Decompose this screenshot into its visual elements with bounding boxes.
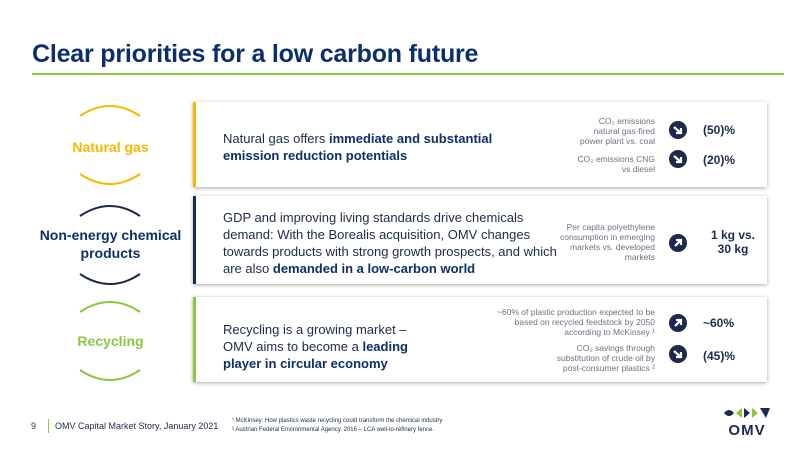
card-text-bold: demanded in a low-carbon world [272,261,476,276]
category-label: Non-energy chemical products [39,227,182,261]
accent-bar [193,297,196,382]
bracket-arcs-icon [79,205,141,285]
arc-label-chemicals: Non-energy chemical products [38,196,183,292]
page-title: Clear priorities for a low carbon future [32,40,479,68]
arrow-down-icon [669,345,687,363]
card-text-bold: immediate and substantial emission reduc… [223,131,493,163]
stat-value: (20)% [703,153,736,167]
arrow-down-icon [669,150,687,168]
stat-item: CO₂ savings through substitution of crud… [193,341,767,375]
bracket-arcs-icon [79,105,141,185]
card-recycling: Recycling is a growing market – OMV aims… [193,297,767,382]
stat-desc: Per capita polyethylene consumption in e… [560,222,655,262]
stat-item: ~60% of plastic production expected to b… [193,305,767,339]
stat-value: ~60% [703,316,735,330]
stat-desc: CO₂ emissions CNG vs diesel [577,154,655,174]
omv-logo-mark-icon [724,408,770,418]
arrow-up-icon [669,234,687,252]
arc-label-natural-gas: Natural gas [38,102,183,198]
footnote-2: ² Austrian Federal Environmental Agency.… [232,427,434,433]
stat-item: Per capita polyethylene consumption in e… [193,220,767,264]
title-underline [32,73,784,75]
accent-bar [193,102,196,187]
omv-logo: OMV [722,405,772,441]
logo-text: OMV [728,422,766,439]
arc-label-recycling: Recycling [38,292,183,388]
stat-desc: ~60% of plastic production expected to b… [496,307,655,337]
accent-bar [193,196,196,284]
card-text: Recycling is a growing market – OMV aims… [223,321,433,372]
card-text-plain: GDP and improving living standards drive… [223,210,557,276]
stat-item: CO₂ emissions CNG vs diesel (20)% [193,150,767,184]
card-chemicals: GDP and improving living standards drive… [193,196,767,284]
stat-value: 1 kg vs. 30 kg [710,228,756,256]
bracket-arcs-icon [79,301,141,381]
card-text: GDP and improving living standards drive… [223,209,563,277]
card-text-plain: Natural gas offers [223,131,329,146]
footnote-1: ¹ McKinsey: How plastics waste recycling… [232,418,443,424]
page-number: 9 [31,421,37,431]
stat-value: (45)% [703,349,736,363]
footer-text: OMV Capital Market Story, January 2021 [55,421,219,431]
category-label: Recycling [77,333,144,349]
card-natural-gas: Natural gas offers immediate and substan… [193,102,767,187]
stat-desc: CO₂ savings through substitution of crud… [556,343,655,373]
card-text-bold: leading player in circular economy [223,339,408,371]
arrow-up-icon [669,314,687,332]
stat-value: (50)% [703,123,736,137]
card-text: Natural gas offers immediate and substan… [223,130,513,164]
card-text-plain: Recycling is a growing market – OMV aims… [223,322,407,354]
footer-divider [48,419,49,433]
footnotes: ¹ McKinsey: How plastics waste recycling… [232,417,442,435]
stat-desc: CO₂ emissions natural gas-fired power pl… [579,116,655,146]
stat-item: CO₂ emissions natural gas-fired power pl… [193,112,767,146]
category-label: Natural gas [72,139,149,155]
arrow-down-icon [669,121,687,139]
